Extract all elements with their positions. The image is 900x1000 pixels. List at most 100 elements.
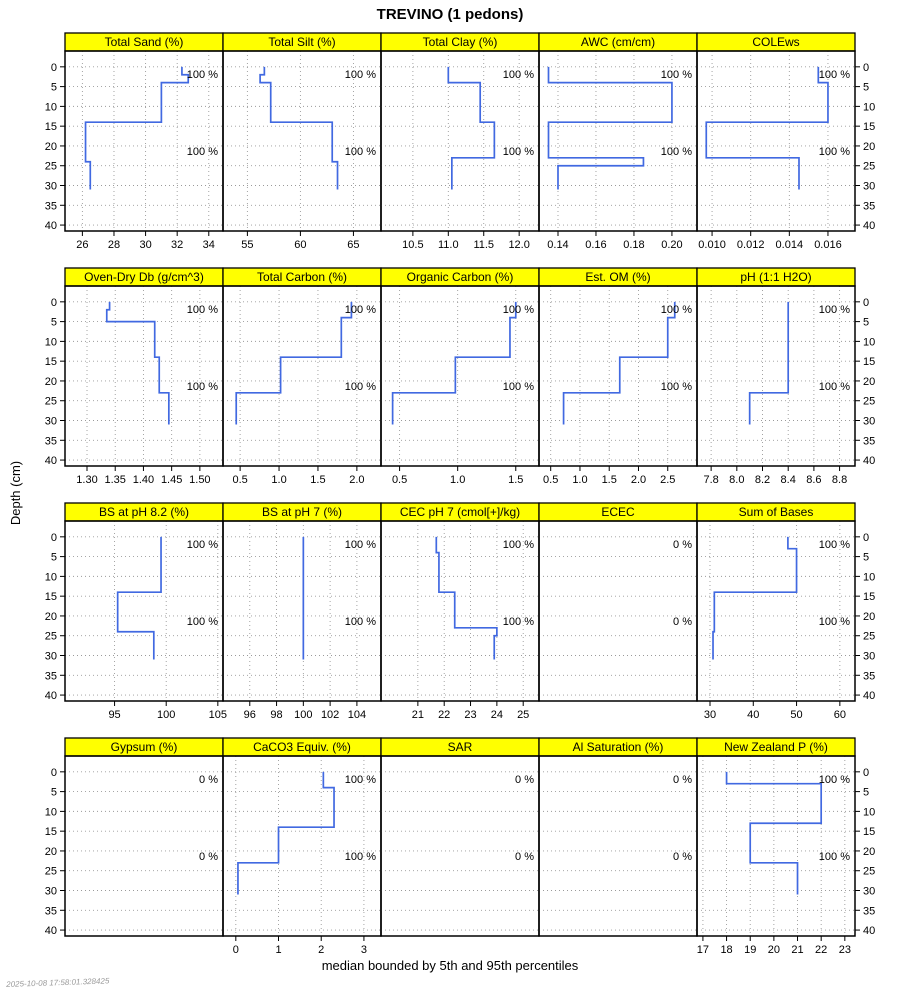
y-tick-label: 20: [863, 141, 875, 153]
y-tick-label: 20: [863, 611, 875, 623]
contribution-label: 100 %: [345, 539, 376, 551]
x-tick-label: 2.5: [660, 474, 675, 486]
panel-title: CEC pH 7 (cmol[+]/kg): [400, 505, 520, 519]
contribution-label: 100 %: [345, 381, 376, 393]
y-tick-label: 20: [45, 376, 57, 388]
profile-line: [116, 536, 162, 660]
contribution-label: 100 %: [819, 381, 850, 393]
x-tick-label: 0.5: [232, 474, 247, 486]
x-tick-label: 24: [491, 709, 503, 721]
contribution-label: 100 %: [345, 69, 376, 81]
x-tick-label: 55: [241, 239, 253, 251]
contribution-label: 100 %: [187, 381, 218, 393]
panel-title: BS at pH 8.2 (%): [99, 505, 189, 519]
y-tick-label: 5: [51, 317, 57, 329]
contribution-label: 0 %: [673, 539, 692, 551]
x-tick-label: 0.5: [392, 474, 407, 486]
y-tick-label: 25: [45, 631, 57, 643]
panel-awc-cm-cm: 0.14 0.16 0.18 0.20 AWC (cm/cm) 100 % 100 %: [538, 32, 698, 251]
contribution-label: 100 %: [661, 69, 692, 81]
panel-title: SAR: [448, 740, 473, 754]
y-tick-label: 40: [45, 455, 57, 467]
contribution-label: 100 %: [661, 146, 692, 158]
x-tick-label: 102: [321, 709, 339, 721]
y-tick-label: 5: [863, 317, 869, 329]
x-tick-label: 1.0: [271, 474, 286, 486]
contribution-label: 100 %: [819, 851, 850, 863]
y-tick-label: 5: [51, 787, 57, 799]
y-tick-label: 5: [863, 552, 869, 564]
x-tick-label: 0.016: [814, 239, 842, 251]
panel-title: Al Saturation (%): [573, 740, 664, 754]
contribution-label: 100 %: [503, 539, 534, 551]
x-tick-label: 8.8: [832, 474, 847, 486]
panel-title: ECEC: [601, 505, 635, 519]
y-tick-label: 35: [863, 905, 875, 917]
contribution-label: 100 %: [187, 304, 218, 316]
x-tick-label: 65: [347, 239, 359, 251]
x-tick-label: 21: [791, 944, 803, 956]
panel-total-sand: 26 28 30 32 34 Total Sand (%) 100 % 100 %: [64, 32, 224, 251]
y-tick-label: 5: [51, 82, 57, 94]
contribution-label: 0 %: [673, 851, 692, 863]
y-tick-label: 10: [863, 571, 875, 583]
x-tick-label: 1.5: [310, 474, 325, 486]
x-tick-label: 0.14: [547, 239, 568, 251]
profile-line: [447, 66, 496, 190]
y-tick-label: 40: [863, 220, 875, 232]
chart-title: TREVINO (1 pedons): [376, 6, 524, 23]
x-tick-label: 10.5: [402, 239, 423, 251]
x-tick-label: 34: [203, 239, 215, 251]
x-tick-label: 60: [294, 239, 306, 251]
y-tick-label: 35: [45, 200, 57, 212]
contribution-label: 100 %: [819, 304, 850, 316]
panel-total-clay: 10.5 11.0 11.5 12.0 Total Clay (%) 100 % 100 %: [380, 32, 540, 251]
profile-line: [705, 66, 829, 190]
x-tick-label: 0.5: [543, 474, 558, 486]
y-tick-label: 10: [45, 101, 57, 113]
contribution-label: 100 %: [661, 304, 692, 316]
panel-sum-of-bases: 30 40 50 60 Sum of Bases 100 % 100 %: [696, 502, 856, 721]
y-tick-label: 30: [45, 651, 57, 663]
panel-total-carbon: 0.5 1.0 1.5 2.0 Total Carbon (%) 100 % 100 %: [222, 267, 382, 486]
y-tick-label: 15: [45, 591, 57, 603]
x-tick-label: 1.50: [189, 474, 210, 486]
y-tick-label: 15: [45, 121, 57, 133]
contribution-label: 100 %: [819, 146, 850, 158]
panel-title: CaCO3 Equiv. (%): [253, 740, 351, 754]
x-tick-label: 100: [294, 709, 312, 721]
panel-organic-carbon: 0.5 1.0 1.5 Organic Carbon (%) 100 % 100 %: [380, 267, 540, 486]
y-tick-label: 20: [45, 611, 57, 623]
y-tick-label: 20: [45, 141, 57, 153]
contribution-label: 100 %: [345, 851, 376, 863]
panel-title: Total Sand (%): [105, 35, 184, 49]
caption: median bounded by 5th and 95th percentil…: [321, 958, 579, 973]
contribution-label: 100 %: [187, 146, 218, 158]
x-tick-label: 1.35: [105, 474, 126, 486]
y-tick-label: 25: [863, 631, 875, 643]
panel-cec-ph-7-cmol-kg: 21 22 23 24 25 CEC pH 7 (cmol[+]/kg) 100 % 100 …: [380, 502, 540, 721]
contribution-label: 100 %: [345, 146, 376, 158]
y-tick-label: 30: [863, 886, 875, 898]
x-tick-label: 23: [839, 944, 851, 956]
profile-line: [712, 536, 798, 660]
contribution-label: 0 %: [199, 774, 218, 786]
panel-title: AWC (cm/cm): [581, 35, 655, 49]
x-tick-label: 95: [108, 709, 120, 721]
panel-title: BS at pH 7 (%): [262, 505, 342, 519]
panel-est-om: 0.5 1.0 1.5 2.0 2.5 Est. OM (%) 100 % 100 %: [538, 267, 698, 486]
panel-caco3-equiv: 0 1 2 3 CaCO3 Equiv. (%) 100 % 100 %: [222, 737, 382, 956]
y-tick-label: 0: [51, 532, 57, 544]
profile-line: [725, 771, 823, 895]
x-tick-label: 8.4: [781, 474, 796, 486]
contribution-label: 0 %: [515, 774, 534, 786]
contribution-label: 100 %: [345, 616, 376, 628]
panel-bs-at-ph-7: 96 98 100 102 104 BS at pH 7 (%) 100 % 100 %: [222, 502, 382, 721]
profile-line: [237, 771, 335, 895]
x-tick-label: 30: [139, 239, 151, 251]
y-tick-label: 10: [863, 806, 875, 818]
profile-line: [435, 536, 498, 660]
x-tick-label: 0.010: [698, 239, 726, 251]
panel-title: pH (1:1 H2O): [740, 270, 811, 284]
